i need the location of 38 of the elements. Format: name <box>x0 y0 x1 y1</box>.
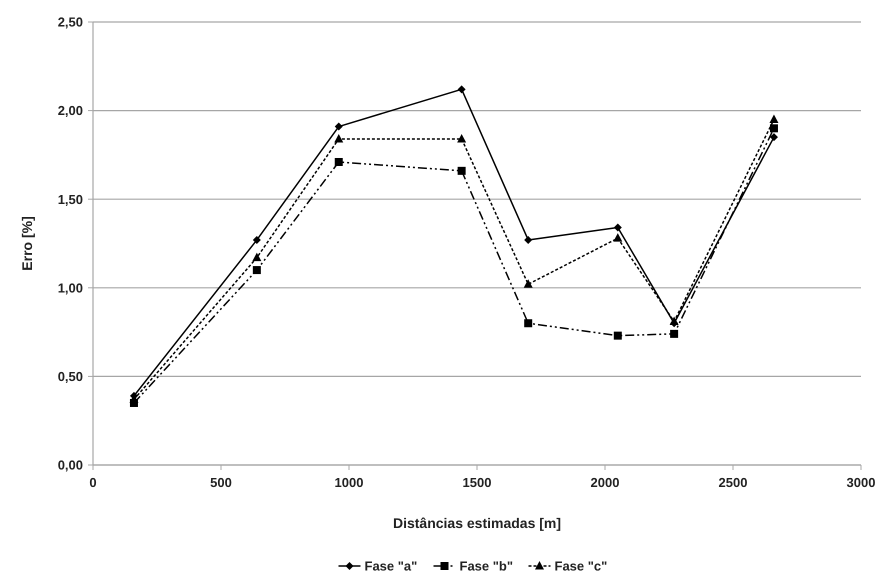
x-tick-label: 1000 <box>334 475 364 490</box>
point <box>614 224 622 232</box>
point <box>334 134 344 142</box>
y-tick-label: 2,00 <box>58 103 83 118</box>
y-tick-label: 0,00 <box>58 458 83 473</box>
point <box>458 166 466 175</box>
point <box>252 252 262 262</box>
y-tick-label: 1,00 <box>58 280 83 296</box>
x-tick-label: 500 <box>210 475 232 490</box>
x-tick-label: 3000 <box>846 475 876 490</box>
y-tick-label: 1,50 <box>58 192 83 207</box>
point <box>614 332 622 340</box>
y-tick-label: 0,50 <box>58 368 83 384</box>
point <box>770 133 778 142</box>
legend-label: Fase "a" <box>364 558 418 574</box>
point <box>252 236 261 244</box>
x-tick-label: 2000 <box>590 475 620 490</box>
point <box>770 124 778 132</box>
legend-label: Fase "c" <box>554 558 608 574</box>
x-tick-label: 1500 <box>462 475 492 490</box>
point <box>769 114 778 123</box>
point <box>457 134 466 142</box>
point <box>524 236 532 244</box>
x-tick-label: 2500 <box>718 475 748 490</box>
point <box>458 85 466 94</box>
point <box>670 330 678 338</box>
point <box>524 319 532 328</box>
point <box>334 122 343 131</box>
point <box>252 266 261 274</box>
y-tick-label: 2,50 <box>58 14 83 30</box>
x-axis-title: Distâncias estimadas [m] <box>392 515 562 531</box>
x-tick-label: 0 <box>89 475 97 490</box>
y-axis-title: Erro [%] <box>19 216 35 271</box>
point <box>524 279 533 288</box>
point <box>613 233 622 242</box>
point <box>334 158 343 166</box>
point <box>130 398 138 407</box>
legend-label: Fase "b" <box>460 558 514 574</box>
